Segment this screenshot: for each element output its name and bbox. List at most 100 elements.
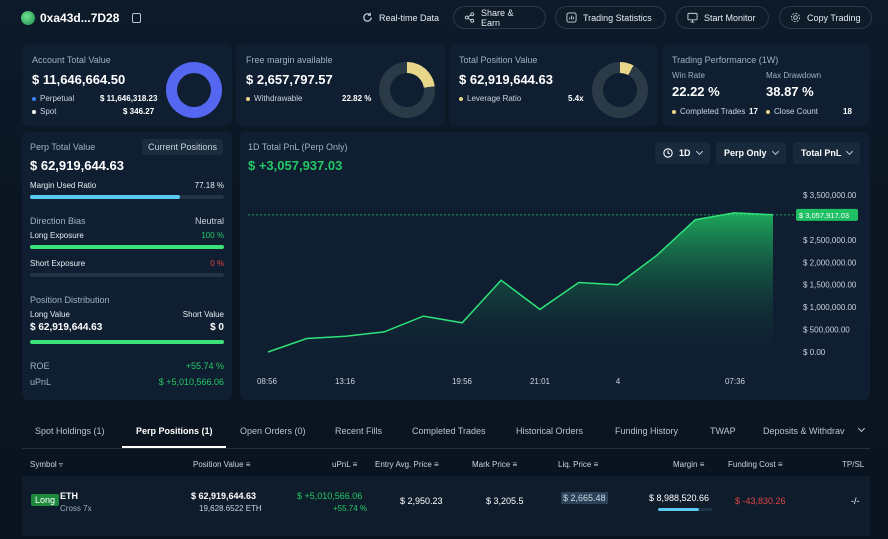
tab-recent-fills[interactable]: Recent Fills xyxy=(335,426,383,436)
margin-cell-bar xyxy=(658,508,712,511)
tab-perp-positions[interactable]: Perp Positions (1) xyxy=(136,426,213,436)
long-value-amount: $ 62,919,644.63 xyxy=(30,322,103,333)
y-tick-label: $ 500,000.00 xyxy=(803,326,850,335)
long-exposure-label: Long Exposure xyxy=(30,231,84,240)
upnl-pct-cell: +55.74 % xyxy=(333,504,368,513)
col-funding-cost[interactable]: Funding Cost ≡ xyxy=(728,460,783,469)
share-earn-label: Share & Earn xyxy=(481,7,514,28)
roe-value: +55.74 % xyxy=(185,361,224,371)
long-exposure-bar xyxy=(30,245,224,249)
trading-statistics-label: Trading Statistics xyxy=(583,12,652,23)
filter-icon[interactable]: ▿ xyxy=(58,460,63,469)
sort-icon: ≡ xyxy=(434,460,439,469)
short-value-label: Short Value xyxy=(182,310,224,319)
upnl-label: uPnL xyxy=(30,377,52,387)
active-tab-underline xyxy=(122,446,226,448)
timeframe-dropdown[interactable]: 1D xyxy=(655,142,710,164)
spot-row: Spot xyxy=(32,107,56,116)
leverage-value: 5.4x xyxy=(568,94,584,103)
y-tick-label: $ 1,500,000.00 xyxy=(803,281,857,290)
copy-trading-button[interactable]: Copy Trading xyxy=(779,6,872,29)
entry-price-cell: $ 2,950.23 xyxy=(400,496,443,506)
perpetual-value: $ 11,646,318.23 xyxy=(100,94,158,103)
sort-icon: ≡ xyxy=(245,460,251,469)
col-liq-price[interactable]: Liq. Price ≡ xyxy=(558,460,598,469)
copy-icon[interactable] xyxy=(132,13,141,23)
col-tpsl: TP/SL xyxy=(842,460,865,469)
col-symbol[interactable]: Symbol ▿ xyxy=(30,460,63,469)
col-position-value[interactable]: Position Value ≡ xyxy=(193,460,250,469)
withdrawable-value: 22.82 % xyxy=(342,94,372,103)
free-margin-donut-chart xyxy=(379,62,435,118)
margin-used-value: 77.18 % xyxy=(194,181,224,190)
tab-open-orders[interactable]: Open Orders (0) xyxy=(240,426,306,436)
tab-completed-trades[interactable]: Completed Trades xyxy=(412,426,486,436)
spot-dot-icon xyxy=(32,109,36,114)
trading-statistics-button[interactable]: Trading Statistics xyxy=(555,6,666,29)
close-count-dot-icon xyxy=(766,109,770,114)
y-tick-label: $ 3,500,000.00 xyxy=(803,191,857,200)
position-value-panel: Total Position Value $ 62,919,644.63 Lev… xyxy=(449,44,658,126)
perp-only-dropdown[interactable]: Perp Only xyxy=(716,142,786,164)
col-funding-cost-label: Funding Cost xyxy=(728,460,776,469)
free-margin-panel: Free margin available $ 2,657,797.57 Wit… xyxy=(236,44,445,126)
close-count-label: Close Count xyxy=(774,107,819,116)
perp-total-panel: Perp Total Value Current Positions $ 62,… xyxy=(22,132,232,400)
sort-icon: ≡ xyxy=(699,460,705,469)
tab-funding-history[interactable]: Funding History xyxy=(615,426,679,436)
chevron-down-icon xyxy=(695,147,703,156)
y-tick-label: $ 2,500,000.00 xyxy=(803,236,857,245)
col-upnl[interactable]: uPnL ≡ xyxy=(332,460,357,469)
col-upnl-label: uPnL xyxy=(332,460,351,469)
total-pnl-label: Total PnL xyxy=(801,148,842,158)
completed-trades-label: Completed Trades xyxy=(680,107,746,116)
perpetual-label: Perpetual xyxy=(40,94,75,103)
col-entry-price[interactable]: Entry Avg. Price ≡ xyxy=(375,460,439,469)
col-position-value-label: Position Value xyxy=(193,460,244,469)
refresh-icon xyxy=(363,12,372,22)
wallet-address: 0xa43d...7D28 xyxy=(40,11,120,25)
completed-trades-row: Completed Trades xyxy=(672,107,745,116)
withdrawable-row: Withdrawable xyxy=(246,94,302,103)
mark-price-cell: $ 3,205.5 xyxy=(486,496,524,506)
total-pnl-dropdown[interactable]: Total PnL xyxy=(793,142,861,164)
col-margin-label: Margin xyxy=(673,460,698,469)
col-margin[interactable]: Margin ≡ xyxy=(673,460,704,469)
col-mark-price-label: Mark Price xyxy=(472,460,511,469)
position-value-title: Total Position Value xyxy=(459,55,538,65)
tpsl-cell[interactable]: -/- xyxy=(851,496,860,506)
y-tick-label: $ 2,000,000.00 xyxy=(803,258,857,267)
col-mark-price[interactable]: Mark Price ≡ xyxy=(472,460,517,469)
close-count-value: 18 xyxy=(843,107,852,116)
chevron-down-icon xyxy=(771,147,779,156)
current-value-tag-label: $ 3,057,917.03 xyxy=(799,211,849,220)
table-row[interactable] xyxy=(22,476,870,536)
margin-used-label: Margin Used Ratio xyxy=(30,181,97,190)
leverage-label: Leverage Ratio xyxy=(467,94,522,103)
tabs-more-chevron-icon[interactable] xyxy=(857,424,866,433)
margin-cell-fill xyxy=(658,508,699,511)
y-tick-label: $ 0.00 xyxy=(803,348,826,357)
leverage-dot-icon xyxy=(459,96,463,101)
tab-historical-orders[interactable]: Historical Orders xyxy=(516,426,584,436)
tab-twap[interactable]: TWAP xyxy=(710,426,736,436)
upnl-cell: $ +5,010,566.06 xyxy=(297,491,363,501)
pnl-area-fill xyxy=(268,212,773,352)
symbol-name[interactable]: ETH xyxy=(60,491,78,501)
x-tick-label: 08:56 xyxy=(257,377,278,386)
spot-label: Spot xyxy=(40,107,57,116)
share-earn-button[interactable]: Share & Earn xyxy=(453,6,546,29)
account-donut-chart xyxy=(166,62,222,118)
direction-bias-value: Neutral xyxy=(194,216,224,226)
realtime-data-button[interactable]: Real-time Data xyxy=(352,6,449,29)
copy-trading-label: Copy Trading xyxy=(807,12,861,23)
start-monitor-button[interactable]: Start Monitor xyxy=(676,6,769,29)
start-monitor-label: Start Monitor xyxy=(704,12,756,23)
tab-spot-holdings[interactable]: Spot Holdings (1) xyxy=(35,426,105,436)
completed-dot-icon xyxy=(672,109,676,114)
current-positions-tag[interactable]: Current Positions xyxy=(142,139,224,155)
short-value-amount: $ 0 xyxy=(210,322,224,333)
tab-deposits-withdraw[interactable]: Deposits & Withdrav xyxy=(763,426,845,436)
pnl-chart-title: 1D Total PnL (Perp Only) xyxy=(248,142,348,152)
position-value-cell: $ 62,919,644.63 xyxy=(191,491,257,501)
